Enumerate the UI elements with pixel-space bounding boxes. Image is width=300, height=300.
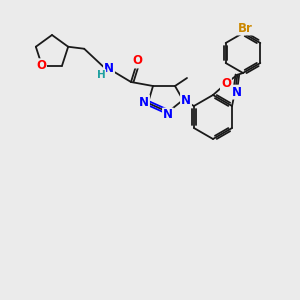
Text: N: N bbox=[163, 109, 173, 122]
Text: N: N bbox=[104, 61, 114, 74]
Text: N: N bbox=[139, 95, 149, 109]
Text: H: H bbox=[97, 70, 105, 80]
Text: N: N bbox=[181, 94, 191, 106]
Text: O: O bbox=[221, 77, 231, 90]
Text: O: O bbox=[132, 55, 142, 68]
Text: Br: Br bbox=[238, 22, 252, 34]
Text: O: O bbox=[36, 59, 46, 72]
Text: N: N bbox=[232, 85, 242, 99]
